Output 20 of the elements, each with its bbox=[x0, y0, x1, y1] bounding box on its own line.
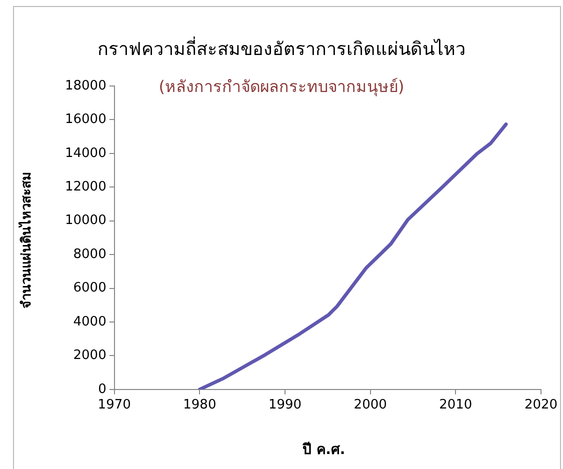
y-tick-label: 10000 bbox=[64, 213, 106, 228]
x-tick-label: 1990 bbox=[268, 398, 302, 413]
y-tick-label: 6000 bbox=[73, 280, 106, 296]
x-tick-label: 1980 bbox=[183, 398, 216, 413]
x-tick-label: 1970 bbox=[98, 398, 131, 413]
chart-subtitle: (หลังการกำจัดผลกระทบจากมนุษย์) bbox=[158, 77, 404, 96]
x-tick-label: 2010 bbox=[439, 398, 472, 413]
y-tick-label: 0 bbox=[98, 382, 106, 397]
x-tick-label: 2020 bbox=[524, 398, 558, 413]
x-tick-label: 2000 bbox=[354, 398, 387, 413]
chart-title: กราฟความถี่สะสมของอัตราการเกิดแผ่นดินไหว bbox=[96, 36, 466, 62]
x-axis-title: ปี ค.ศ. bbox=[302, 440, 346, 460]
y-tick-label: 2000 bbox=[73, 348, 106, 364]
y-tick-label: 12000 bbox=[64, 180, 106, 195]
y-tick-label: 16000 bbox=[64, 112, 106, 128]
y-tick-label: 14000 bbox=[64, 146, 106, 161]
y-tick-label: 18000 bbox=[64, 78, 106, 94]
y-tick-label: 8000 bbox=[73, 246, 106, 262]
y-tick-label: 4000 bbox=[73, 314, 106, 330]
y-axis-title: จำนวนแผ่นดินไหวสะสม bbox=[17, 172, 36, 308]
